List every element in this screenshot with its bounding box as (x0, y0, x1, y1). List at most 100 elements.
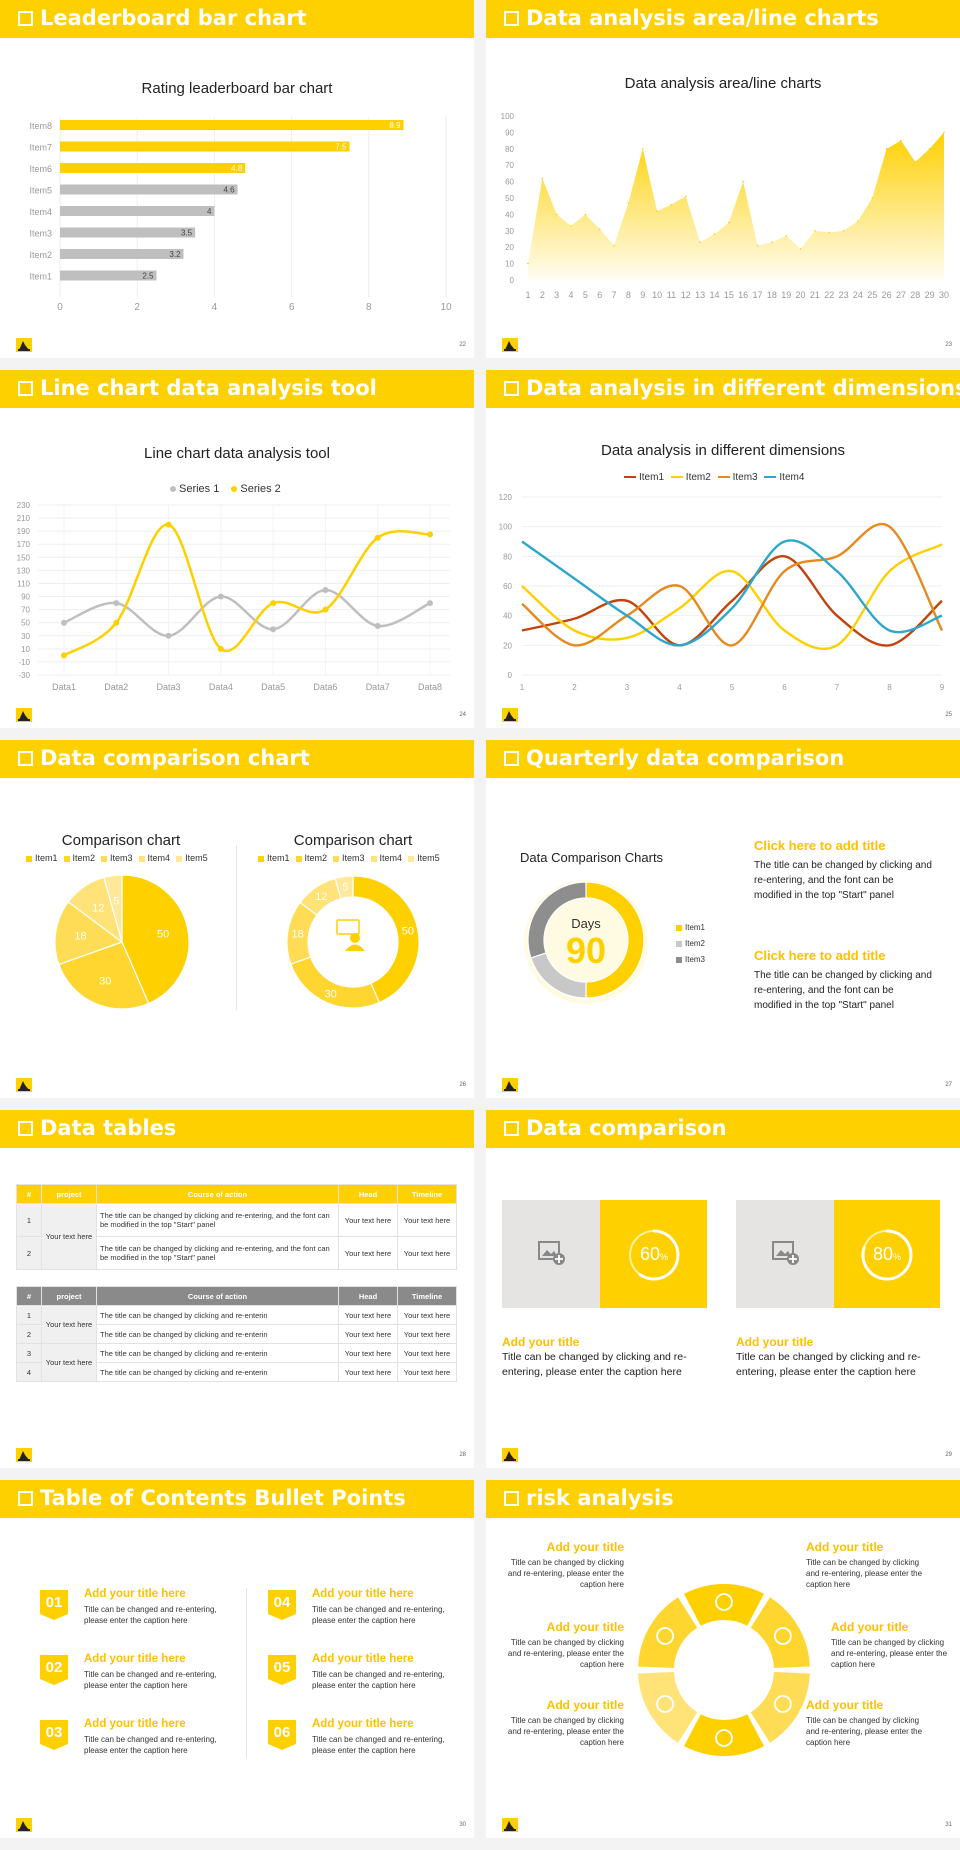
card-text: Title can be changed by clicking and re-… (502, 1351, 687, 1378)
data-point (61, 619, 67, 626)
slide-comparison[interactable]: Data comparison chart Comparison chart C… (0, 740, 474, 1098)
data-point (814, 230, 816, 232)
page-number: 23 (945, 342, 952, 348)
image-add-icon (538, 1241, 565, 1265)
slide-data-comparison[interactable]: Data comparison 60% Add your title Title… (486, 1110, 960, 1468)
data-point (684, 195, 687, 198)
slide-title: risk analysis (526, 1486, 674, 1510)
tick-label: 10 (21, 645, 30, 654)
toc-item-title[interactable]: Add your title here (312, 1718, 414, 1730)
tick-label: 150 (17, 553, 31, 562)
slide-title: Leaderboard bar chart (40, 6, 307, 30)
tick-label: 9 (940, 683, 945, 692)
toc-item-title[interactable]: Add your title here (312, 1588, 414, 1600)
tick-label: 120 (499, 493, 513, 502)
category-label: Item7 (29, 143, 52, 153)
legend-item: Item1 (258, 853, 290, 863)
checkbox-icon (18, 11, 33, 26)
block-title[interactable]: Click here to add title (754, 948, 886, 963)
data-point (598, 228, 601, 230)
risk-item-text: Title can be changed by clicking and re-… (831, 1638, 948, 1669)
slide-title: Table of Contents Bullet Points (40, 1486, 406, 1510)
tick-label: 1 (520, 683, 525, 692)
card-title[interactable]: Add your title (502, 1335, 580, 1349)
block-title[interactable]: Click here to add title (754, 838, 886, 853)
tick-label: 230 (17, 501, 31, 510)
legend-item: Item2 (295, 853, 327, 863)
toc-item-title[interactable]: Add your title here (312, 1653, 414, 1665)
data-table-1: # project Course of action Head Timeline 1 Y… (16, 1184, 457, 1270)
tick-label: 2 (134, 302, 140, 313)
page-number: 30 (459, 1822, 466, 1828)
pie-slice (58, 941, 150, 1010)
category-label: Item1 (29, 272, 52, 282)
checkbox-icon (18, 1121, 33, 1136)
slide-header: Leaderboard bar chart (0, 0, 474, 38)
data-point (322, 587, 329, 593)
slide-risk[interactable]: risk analysis Add your title Title can be… (486, 1480, 960, 1838)
table-header: # project Course of action Head Timeline (16, 1184, 457, 1204)
toc-item-title[interactable]: Add your title here (84, 1588, 186, 1600)
legend-item: Item4 (764, 472, 804, 483)
legend-item: Item1 (26, 853, 58, 863)
risk-cycle-diagram (638, 1584, 810, 1756)
percent-panel (600, 1200, 707, 1308)
slide-line-tool[interactable]: Line chart data analysis tool Line chart… (0, 370, 474, 728)
data-point (914, 161, 917, 163)
slide-quarterly[interactable]: Quarterly data comparison Data Compariso… (486, 740, 960, 1098)
page-number: 27 (945, 1082, 952, 1088)
data-point (756, 244, 759, 247)
logo-icon (16, 1078, 32, 1092)
slide-data-tables[interactable]: Data tables # project Course of action Head… (0, 1110, 474, 1468)
category-label: Data7 (366, 682, 390, 692)
tick-label: 0 (57, 302, 63, 313)
days-value: 90 (565, 930, 607, 971)
tick-label: 17 (753, 290, 763, 300)
data-point (857, 220, 859, 222)
card-title[interactable]: Add your title (736, 1335, 814, 1349)
toc-item-text: Title can be changed and re-entering, pl… (84, 1670, 217, 1690)
slice-label: 18 (292, 929, 304, 941)
toc-item-text: Title can be changed and re-entering, pl… (84, 1735, 217, 1755)
risk-item-text: Title can be changed by clicking and re-… (806, 1716, 923, 1747)
category-label: Item8 (29, 121, 52, 131)
pie-slice (54, 901, 124, 966)
tick-label: 18 (767, 290, 777, 300)
slide-dimensions[interactable]: Data analysis in different dimensions Da… (486, 370, 960, 728)
tick-label: 30 (505, 227, 514, 236)
cycle-segment (638, 1671, 698, 1743)
checkbox-icon (504, 751, 519, 766)
slice-label: 12 (92, 902, 104, 914)
table-header: # project Course of action Head Timeline (16, 1286, 457, 1306)
bar (60, 227, 196, 238)
data-point (270, 626, 277, 633)
data-point (613, 244, 615, 247)
risk-item-title[interactable]: Add your title (546, 1698, 624, 1712)
cycle-segment (750, 1597, 810, 1669)
risk-item-title[interactable]: Add your title (546, 1620, 624, 1634)
legend-item: Item1 (676, 920, 705, 936)
slide-leaderboard[interactable]: Leaderboard bar chart Rating leaderboard… (0, 0, 474, 358)
logo-icon (16, 338, 32, 352)
slice-label: 50 (157, 928, 169, 940)
chart-title: Data analysis in different dimensions (600, 442, 846, 459)
category-label: Item6 (29, 164, 52, 174)
risk-item-title[interactable]: Add your title (546, 1540, 624, 1554)
logo-icon (502, 1078, 518, 1092)
legend-item: Item3 (101, 853, 133, 863)
slide-area-chart[interactable]: Data analysis area/line charts Data anal… (486, 0, 960, 358)
logo-icon (502, 338, 518, 352)
toc-item-title[interactable]: Add your title here (84, 1653, 186, 1665)
tick-label: 50 (21, 619, 30, 628)
page-number: 25 (945, 712, 952, 718)
toc-item-text: Title can be changed and re-entering, pl… (312, 1670, 445, 1690)
slide-toc[interactable]: Table of Contents Bullet Points 01 Add yo… (0, 1480, 474, 1838)
risk-item-title[interactable]: Add your title (831, 1620, 909, 1634)
line-chart: 230 210 190 170 150 130 110 90 70 50 30 10 -10 -30 Dat… (17, 501, 450, 692)
risk-item-title[interactable]: Add your title (806, 1698, 884, 1712)
percent-ring (629, 1229, 680, 1281)
risk-item-title[interactable]: Add your title (806, 1540, 884, 1554)
chart-legend: Item1 Item2 Item3 Item4 (624, 472, 808, 483)
pie-slice (121, 874, 190, 1005)
toc-item-title[interactable]: Add your title here (84, 1718, 186, 1730)
